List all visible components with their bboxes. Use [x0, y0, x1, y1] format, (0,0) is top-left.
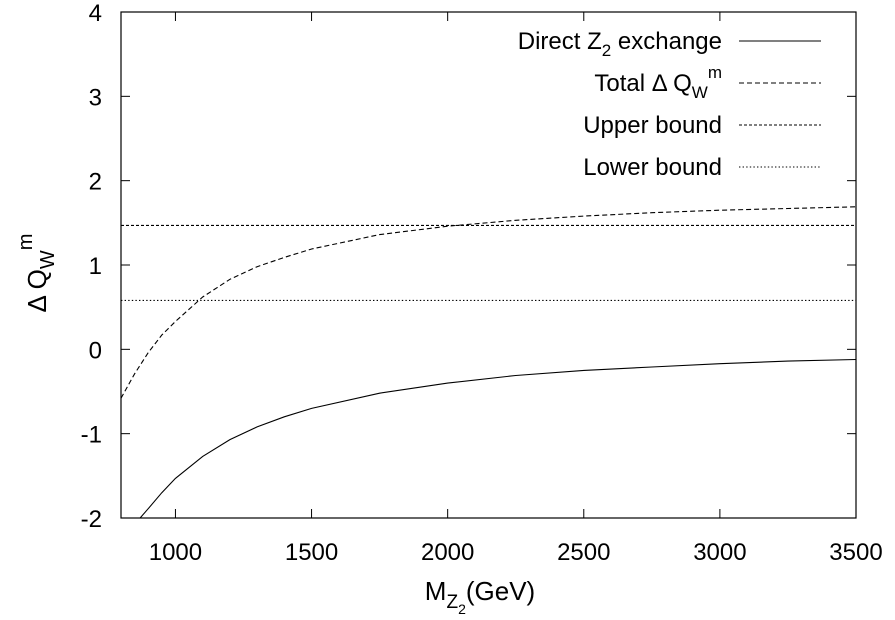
y-axis-label-sub: W [37, 250, 59, 269]
series-line-2 [121, 206, 856, 399]
y-tick-label: 3 [89, 84, 102, 111]
series-line-1 [139, 358, 856, 518]
y-axis-label-sup: m [15, 234, 37, 251]
series-lines [121, 206, 856, 518]
y-tick-label: 0 [89, 337, 102, 364]
legend-label-4: Lower bound [583, 154, 722, 181]
legend-label-1: Direct Z2 exchange [518, 28, 722, 60]
x-tick-label: 2500 [557, 539, 610, 566]
y-tick-label: 1 [89, 253, 102, 280]
x-tick-label: 3500 [829, 539, 882, 566]
x-axis-label-rest: (GeV) [466, 576, 535, 606]
plot-frame [120, 11, 857, 519]
x-axis-label: MZ2(GeV) [425, 576, 535, 617]
x-tick-label: 3000 [693, 539, 746, 566]
y-tick-label: -1 [81, 422, 102, 449]
y-tick-label: 2 [89, 169, 102, 196]
x-tick-label: 1500 [285, 539, 338, 566]
y-axis-label: Δ QWm [15, 234, 59, 313]
legend-label-3: Upper bound [583, 112, 722, 139]
y-tick-label: 4 [89, 0, 102, 27]
y-axis-label-pre: Δ Q [22, 269, 52, 312]
y-tick-label: -2 [81, 506, 102, 533]
x-tick-label: 1000 [149, 539, 202, 566]
x-axis-label-sub2: 2 [458, 601, 466, 617]
x-tick-label: 2000 [421, 539, 474, 566]
x-axis-label-sub1: Z [446, 592, 458, 613]
axis-ticks: 1000 1500 2000 2500 3000 3500 -2 -1 0 1 2 3 4 [81, 0, 883, 566]
x-axis-label-main: M [425, 576, 447, 606]
legend-label-2: Total Δ QWm [594, 63, 722, 102]
